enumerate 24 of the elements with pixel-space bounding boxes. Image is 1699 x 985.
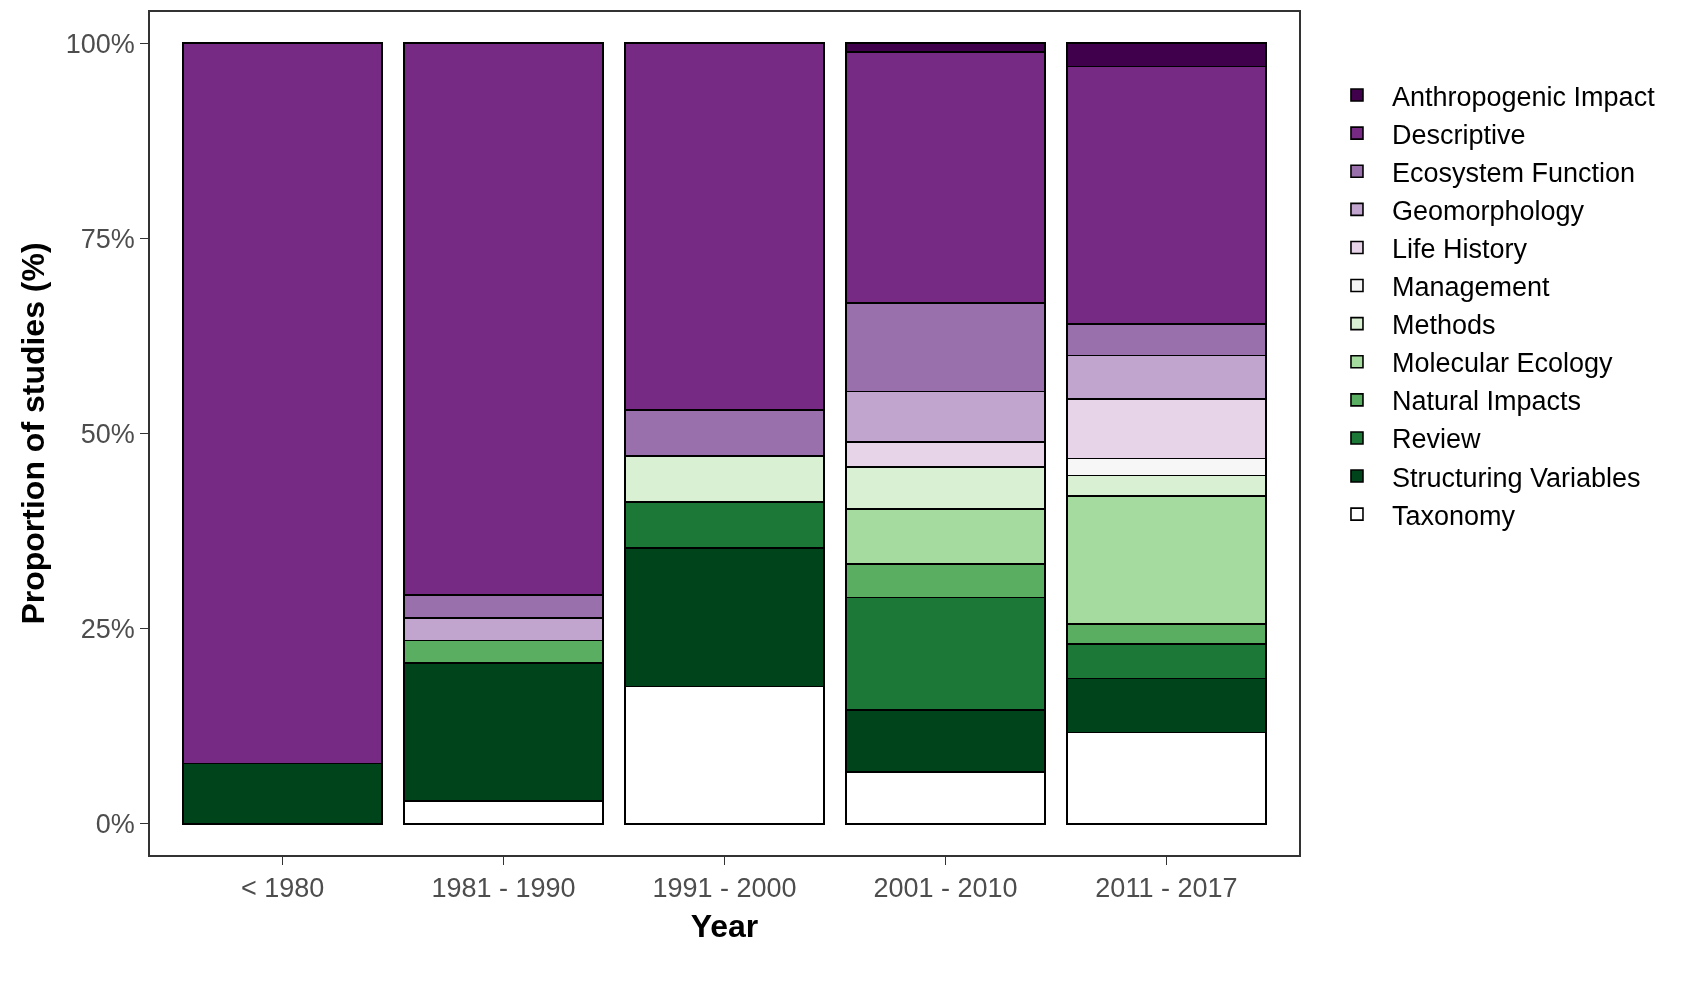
legend-label: Natural Impacts <box>1391 386 1582 417</box>
x-tick-label: < 1980 <box>240 873 325 904</box>
legend-label: Management <box>1391 272 1551 303</box>
legend-label: Taxonomy <box>1391 500 1516 531</box>
legend-label: Review <box>1391 424 1482 455</box>
y-tick-label: 50% <box>80 418 135 449</box>
y-axis-title: Proportion of studies (%) <box>14 242 51 625</box>
legend-label: Life History <box>1391 233 1528 264</box>
legend-label: Geomorphology <box>1391 195 1585 226</box>
x-axis-title: Year <box>690 907 759 944</box>
x-tick-label: 1991 - 2000 <box>652 873 797 904</box>
legend-label: Anthropogenic Impact <box>1391 81 1656 112</box>
x-tick-label: 1981 - 1990 <box>431 873 576 904</box>
x-tick-label: 2011 - 2017 <box>1095 873 1238 904</box>
legend-label: Methods <box>1391 310 1496 341</box>
y-tick-label: 100% <box>65 28 135 59</box>
legend-label: Structuring Variables <box>1391 462 1641 493</box>
legend-label: Ecosystem Function <box>1391 157 1636 188</box>
x-tick-label: 2001 - 2010 <box>873 873 1018 904</box>
y-tick-label: 0% <box>95 809 135 840</box>
y-tick-label: 25% <box>80 614 135 645</box>
legend-label: Descriptive <box>1391 119 1526 150</box>
y-tick-label: 75% <box>80 223 135 254</box>
legend-label: Molecular Ecology <box>1391 348 1614 379</box>
